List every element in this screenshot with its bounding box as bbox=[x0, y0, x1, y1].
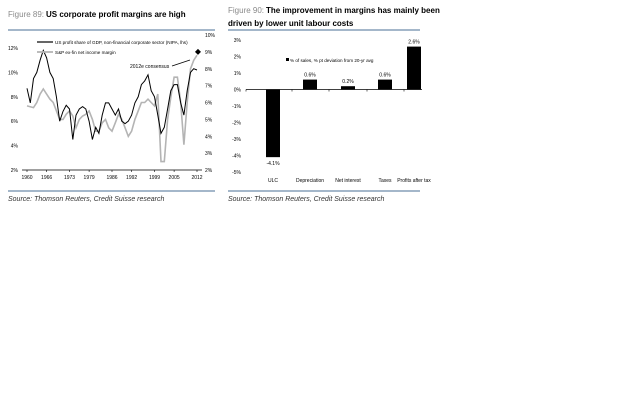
y-tick-label: -1% bbox=[232, 104, 241, 110]
y-right-tick-label: 2% bbox=[205, 168, 213, 174]
y-right-tick-label: 7% bbox=[205, 84, 213, 90]
category-label: Depreciation bbox=[296, 178, 324, 184]
bar-ulc bbox=[266, 89, 280, 158]
y-tick-label: -4% bbox=[232, 154, 241, 160]
y-left-tick-label: 8% bbox=[11, 95, 19, 101]
y-left-tick-label: 12% bbox=[8, 46, 19, 52]
fig89-label: Figure 89: bbox=[8, 10, 44, 19]
fig89-title: US corporate profit margins are high bbox=[46, 10, 186, 19]
x-tick-label: 1973 bbox=[64, 175, 75, 181]
x-tick-label: 1966 bbox=[41, 175, 52, 181]
category-label: Net interest bbox=[335, 178, 361, 184]
bar-net-interest bbox=[341, 86, 355, 90]
legend-label-nipa: US profit share of GDP, non-financial co… bbox=[55, 40, 188, 45]
data-label: -4.1% bbox=[266, 161, 280, 167]
x-tick-label: 2012 bbox=[191, 175, 202, 181]
x-tick-label: 2005 bbox=[169, 175, 180, 181]
y-right-tick-label: 6% bbox=[205, 101, 213, 107]
fig90-title-line1: The improvement in margins has mainly be… bbox=[266, 6, 440, 15]
fig90-legend-label: % of sales, % pt deviation from 20-yr av… bbox=[290, 58, 374, 63]
x-tick-label: 1960 bbox=[21, 175, 32, 181]
category-label: Profits after tax bbox=[397, 178, 431, 184]
fig90-label: Figure 90: bbox=[228, 6, 264, 15]
y-tick-label: 1% bbox=[234, 71, 242, 77]
consensus-annotation: 2012e consensus bbox=[130, 64, 170, 70]
y-right-tick-label: 9% bbox=[205, 50, 213, 56]
y-right-tick-label: 8% bbox=[205, 67, 213, 73]
x-tick-label: 1979 bbox=[84, 175, 95, 181]
bar-taxes bbox=[378, 79, 392, 90]
consensus-marker bbox=[194, 48, 201, 55]
legend-label-sp: S&P ex-fin net income margin bbox=[55, 50, 116, 55]
y-left-tick-label: 6% bbox=[11, 119, 19, 125]
y-tick-label: -5% bbox=[232, 170, 241, 176]
y-right-tick-label: 5% bbox=[205, 117, 213, 123]
bar-profits-after-tax bbox=[407, 46, 421, 90]
category-label: Taxes bbox=[378, 178, 392, 184]
fig89-source: Source: Thomson Reuters, Credit Suisse r… bbox=[8, 196, 165, 203]
y-tick-label: 3% bbox=[234, 38, 242, 44]
x-tick-label: 1992 bbox=[126, 175, 137, 181]
data-label: 2.6% bbox=[408, 40, 420, 46]
y-left-tick-label: 4% bbox=[11, 144, 19, 150]
data-label: 0.6% bbox=[379, 73, 391, 79]
annotation-arrow bbox=[171, 59, 191, 67]
category-label: ULC bbox=[268, 178, 278, 184]
y-tick-label: -2% bbox=[232, 121, 241, 127]
data-label: 0.2% bbox=[342, 79, 354, 85]
y-left-tick-label: 10% bbox=[8, 70, 19, 76]
bar-depreciation bbox=[303, 79, 317, 90]
x-tick-label: 1999 bbox=[149, 175, 160, 181]
fig90-title-line2: driven by lower unit labour costs bbox=[228, 19, 354, 28]
series-line-nipa bbox=[26, 49, 198, 140]
x-tick-label: 1986 bbox=[106, 175, 117, 181]
data-label: 0.6% bbox=[304, 73, 316, 79]
y-right-tick-label: 4% bbox=[205, 134, 213, 140]
y-right-tick-label: 3% bbox=[205, 151, 213, 157]
fig90-legend-swatch bbox=[286, 58, 289, 61]
y-right-tick-label: 10% bbox=[205, 33, 216, 39]
y-tick-label: -3% bbox=[232, 137, 241, 143]
y-tick-label: 2% bbox=[234, 55, 242, 61]
fig90-source: Source: Thomson Reuters, Credit Suisse r… bbox=[228, 196, 385, 203]
y-tick-label: 0% bbox=[234, 88, 242, 94]
y-left-tick-label: 2% bbox=[11, 168, 19, 174]
